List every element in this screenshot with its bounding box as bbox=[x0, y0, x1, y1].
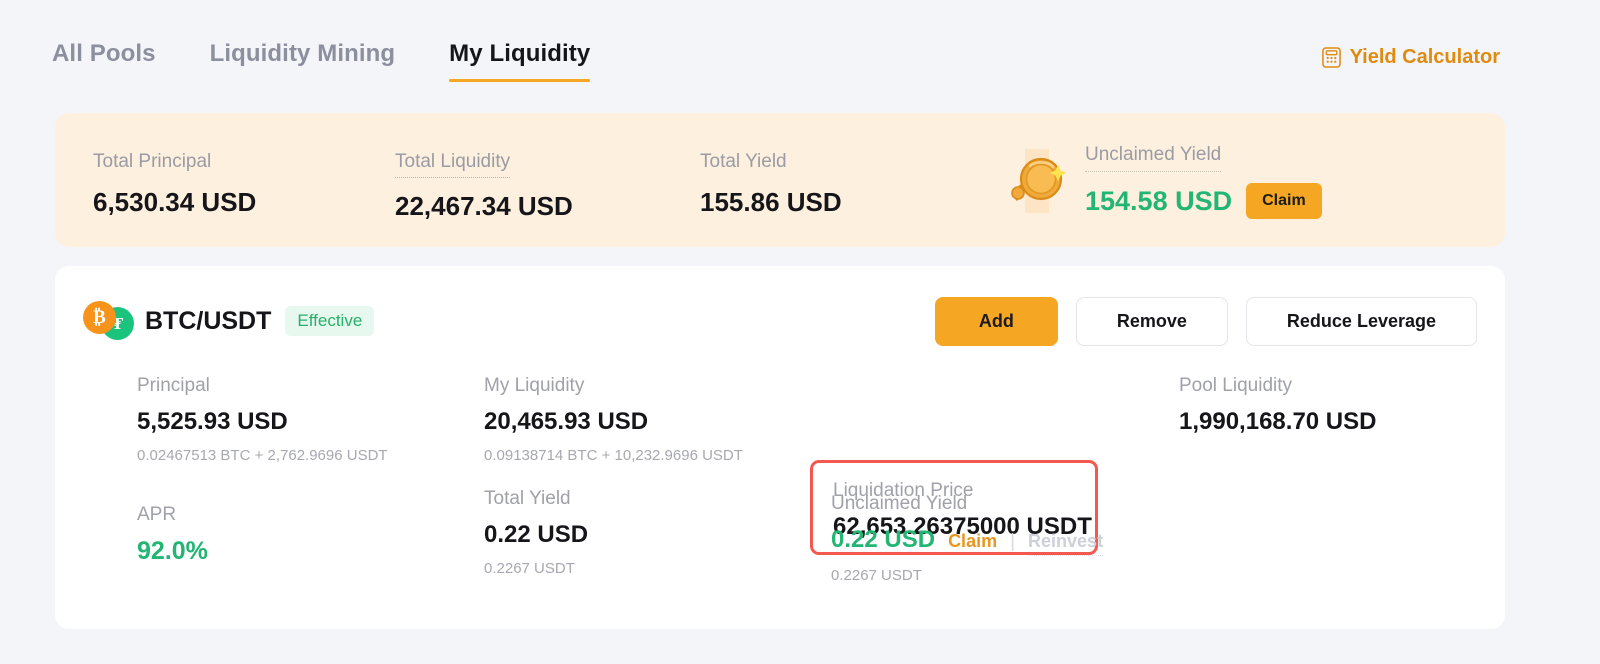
principal-label: Principal bbox=[137, 375, 210, 396]
calculator-icon bbox=[1321, 47, 1341, 68]
pool-card-header: ₿ ₮ BTC/USDT Effective Add Remove Reduce… bbox=[55, 295, 1505, 347]
pool-unclaimed-yield-row: 0.22 USD Claim | Reinvest bbox=[831, 526, 1104, 556]
pool-unclaimed-yield-sub: 0.2267 USDT bbox=[831, 567, 922, 584]
detail-liquidation-price: Liquidation Price 62,653.26375000 USDT bbox=[813, 463, 1095, 541]
unclaimed-yield-group: Unclaimed Yield 154.58 USD Claim bbox=[1005, 143, 1322, 219]
bitcoin-icon: ₿ bbox=[83, 301, 116, 334]
status-badge: Effective bbox=[285, 306, 375, 336]
top-nav: All Pools Liquidity Mining My Liquidity … bbox=[0, 0, 1600, 100]
pool-pair-name: BTC/USDT bbox=[145, 306, 272, 335]
unclaimed-yield-label[interactable]: Unclaimed Yield bbox=[1085, 143, 1222, 172]
pool-token-icons: ₿ ₮ bbox=[83, 301, 141, 341]
total-liquidity-label[interactable]: Total Liquidity bbox=[395, 150, 511, 178]
link-divider: | bbox=[1010, 531, 1016, 552]
liquidation-price-value: 62,653.26375000 USDT bbox=[833, 513, 1092, 540]
liquidation-price-highlight: Liquidation Price 62,653.26375000 USDT bbox=[810, 460, 1098, 555]
remove-button[interactable]: Remove bbox=[1075, 296, 1228, 346]
apr-value: 92.0% bbox=[137, 537, 208, 565]
pool-claim-link[interactable]: Claim bbox=[948, 531, 998, 551]
yield-calculator-label: Yield Calculator bbox=[1349, 46, 1500, 68]
total-principal-value: 6,530.34 USD bbox=[93, 187, 257, 217]
liquidation-price-label: Liquidation Price bbox=[833, 480, 974, 501]
my-liquidity-label: My Liquidity bbox=[484, 375, 585, 396]
apr-label: APR bbox=[137, 504, 177, 525]
detail-principal: Principal 5,525.93 USD 0.02467513 BTC + … bbox=[137, 374, 388, 464]
gold-coin-icon bbox=[1005, 143, 1071, 219]
detail-pool-liquidity: Pool Liquidity 1,990,168.70 USD bbox=[1179, 374, 1376, 436]
tab-all-pools[interactable]: All Pools bbox=[52, 40, 156, 67]
tab-liquidity-mining[interactable]: Liquidity Mining bbox=[209, 40, 396, 67]
tab-list: All Pools Liquidity Mining My Liquidity bbox=[0, 0, 591, 82]
principal-value: 5,525.93 USD bbox=[137, 408, 288, 435]
my-liquidity-breakdown: 0.09138714 BTC + 10,232.9696 USDT bbox=[484, 447, 743, 464]
total-principal-label: Total Principal bbox=[93, 151, 212, 172]
detail-total-yield: Total Yield 0.22 USD 0.2267 USDT bbox=[484, 487, 588, 577]
detail-unclaimed-yield: Unclaimed Yield 0.22 USD Claim | Reinves… bbox=[831, 492, 1104, 584]
yield-calculator-button[interactable]: Yield Calculator bbox=[1321, 46, 1500, 69]
pool-total-yield-label: Total Yield bbox=[484, 488, 571, 509]
pool-actions: Add Remove Reduce Leverage bbox=[934, 296, 1477, 346]
unclaimed-yield-text: Unclaimed Yield 154.58 USD Claim bbox=[1085, 143, 1322, 219]
stat-total-principal: Total Principal 6,530.34 USD bbox=[93, 150, 256, 218]
pool-liquidity-label: Pool Liquidity bbox=[1179, 375, 1293, 396]
pool-total-yield-value: 0.22 USD bbox=[484, 521, 589, 548]
my-liquidity-value: 20,465.93 USD bbox=[484, 408, 649, 435]
pool-liquidity-value: 1,990,168.70 USD bbox=[1179, 408, 1377, 435]
pool-pair-group: ₿ ₮ BTC/USDT Effective bbox=[83, 301, 375, 341]
pool-total-yield-sub: 0.2267 USDT bbox=[484, 560, 575, 577]
stat-total-yield: Total Yield 155.86 USD bbox=[700, 150, 842, 218]
pool-unclaimed-yield-label: Unclaimed Yield bbox=[831, 493, 968, 514]
unclaimed-yield-value: 154.58 USD bbox=[1085, 185, 1233, 216]
pool-reinvest-link[interactable]: Reinvest bbox=[1028, 531, 1104, 556]
pool-unclaimed-yield-value: 0.22 USD bbox=[831, 526, 936, 553]
pool-card-btc-usdt: ₿ ₮ BTC/USDT Effective Add Remove Reduce… bbox=[55, 266, 1505, 629]
detail-my-liquidity: My Liquidity 20,465.93 USD 0.09138714 BT… bbox=[484, 374, 743, 464]
principal-breakdown: 0.02467513 BTC + 2,762.9696 USDT bbox=[137, 447, 388, 464]
total-liquidity-value: 22,467.34 USD bbox=[395, 191, 573, 221]
stat-total-liquidity: Total Liquidity 22,467.34 USD bbox=[395, 150, 573, 222]
unclaimed-yield-row: 154.58 USD Claim bbox=[1085, 183, 1322, 219]
banner-claim-button[interactable]: Claim bbox=[1246, 183, 1322, 219]
detail-apr: APR 92.0% bbox=[137, 503, 208, 566]
summary-banner: Total Principal 6,530.34 USD Total Liqui… bbox=[55, 113, 1505, 247]
total-yield-value: 155.86 USD bbox=[700, 187, 842, 217]
reduce-leverage-button[interactable]: Reduce Leverage bbox=[1245, 296, 1477, 346]
add-button[interactable]: Add bbox=[934, 296, 1058, 346]
tab-my-liquidity[interactable]: My Liquidity bbox=[449, 40, 591, 82]
total-yield-label: Total Yield bbox=[700, 151, 787, 172]
